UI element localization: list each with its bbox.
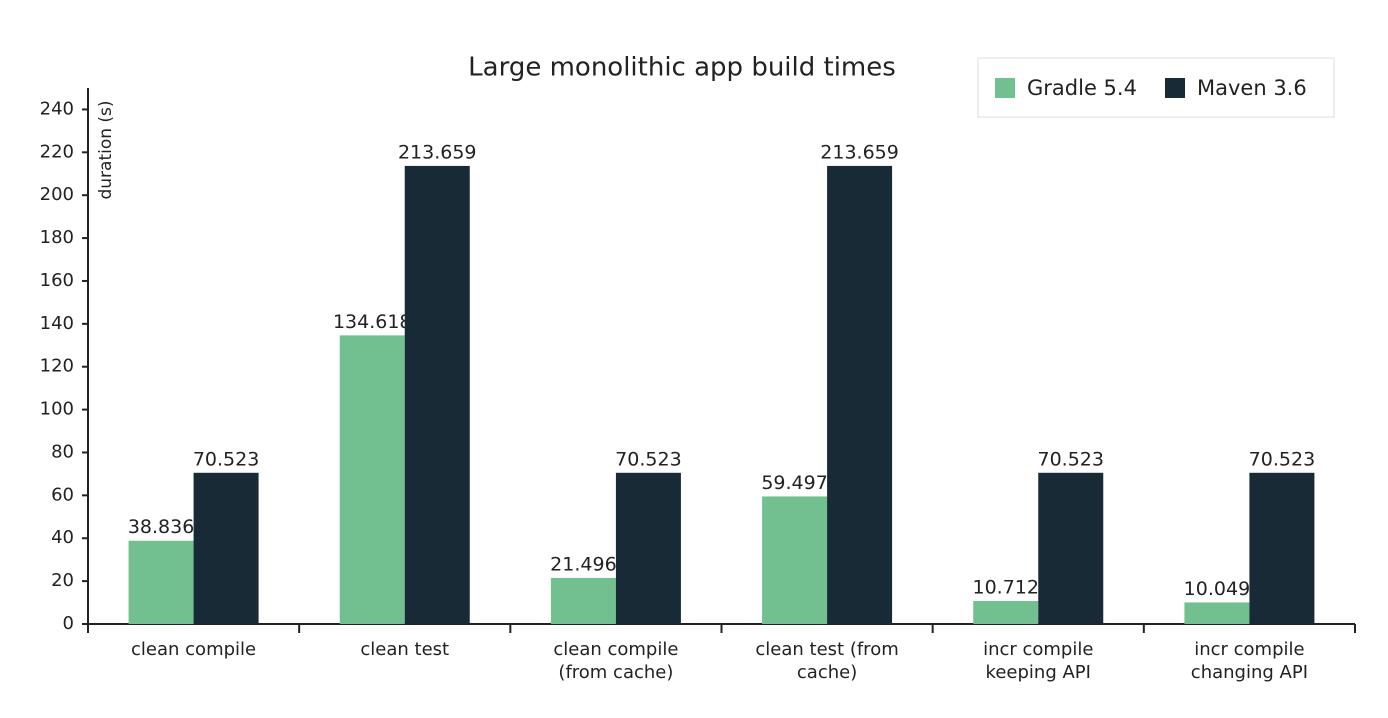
bar	[128, 540, 194, 624]
data-label: 70.523	[1038, 448, 1104, 470]
y-tick-label: 40	[51, 527, 74, 548]
bar	[1184, 602, 1250, 624]
y-tick-label: 20	[51, 570, 74, 591]
data-label: 59.497	[761, 472, 827, 494]
y-tick-label: 80	[51, 441, 74, 462]
data-label: 10.712	[973, 577, 1039, 599]
x-tick-label: clean compile (from cache)	[553, 639, 679, 683]
legend-label: Gradle 5.4	[1027, 76, 1137, 100]
x-tick-label: incr compile changing API	[1190, 639, 1308, 683]
data-label: 213.659	[398, 141, 477, 163]
y-tick-label: 140	[40, 313, 74, 334]
legend-swatch	[995, 78, 1015, 98]
legend-box	[977, 57, 1335, 118]
y-axis-label: duration (s)	[96, 100, 116, 199]
y-tick-label: 220	[40, 141, 74, 162]
bar	[615, 472, 681, 624]
y-tick-label: 60	[51, 484, 74, 505]
y-tick-label: 180	[40, 227, 74, 248]
bar	[1249, 472, 1315, 624]
x-tick-label: incr compile keeping API	[983, 639, 1094, 683]
y-tick-label: 160	[40, 270, 74, 291]
data-label: 70.523	[1249, 448, 1315, 470]
legend-swatch	[1165, 78, 1185, 98]
data-label: 213.659	[820, 141, 899, 163]
data-label: 10.049	[1184, 578, 1250, 600]
chart-title: Large monolithic app build times	[468, 53, 896, 83]
bar	[762, 496, 828, 624]
x-tick-label: clean compile	[131, 639, 257, 660]
legend-label: Maven 3.6	[1197, 76, 1307, 100]
y-tick-label: 0	[63, 613, 74, 634]
data-label: 21.496	[550, 553, 616, 575]
data-label: 38.836	[128, 516, 194, 538]
bar	[827, 165, 893, 624]
bar	[550, 577, 616, 624]
y-tick-label: 200	[40, 184, 74, 205]
bar	[404, 165, 470, 624]
bar	[339, 335, 405, 624]
bar	[973, 601, 1039, 624]
y-tick-label: 240	[40, 98, 74, 119]
y-tick-label: 120	[40, 356, 74, 377]
x-tick-label: clean test	[360, 639, 450, 660]
data-label: 134.618	[333, 311, 412, 333]
y-tick-label: 100	[40, 399, 74, 420]
data-label: 70.523	[615, 448, 681, 470]
data-label: 70.523	[193, 448, 259, 470]
bar	[193, 472, 259, 624]
bar	[1038, 472, 1104, 624]
x-tick-label: clean test (from cache)	[755, 639, 899, 683]
